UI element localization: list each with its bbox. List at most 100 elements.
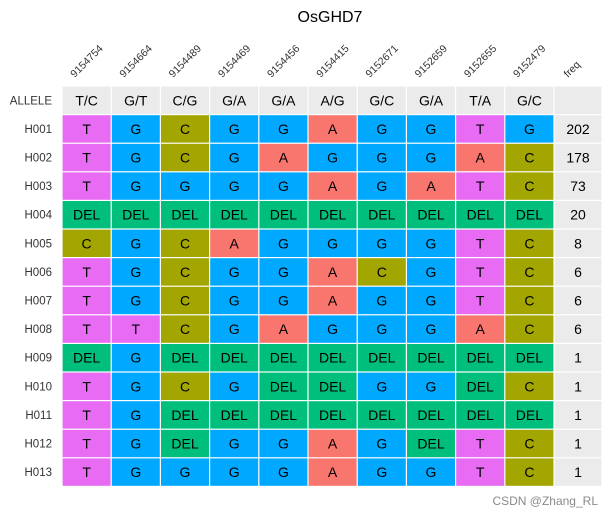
allele-header-text: A/G — [321, 92, 345, 108]
genotype-cell — [111, 115, 160, 143]
genotype-text: G — [130, 378, 141, 394]
genotype-cell — [259, 458, 308, 486]
allele-header-cell — [407, 86, 455, 114]
genotype-cell — [308, 258, 357, 286]
genotype-cell — [111, 372, 160, 400]
allele-header-cell — [111, 86, 160, 114]
genotype-text: DEL — [319, 350, 346, 366]
genotype-text: DEL — [221, 207, 248, 223]
genotype-text: DEL — [417, 436, 444, 452]
genotype-cell — [456, 401, 505, 429]
haplotype-label: H005 — [25, 238, 53, 250]
position-label: 9152655 — [462, 43, 500, 81]
genotype-text: G — [327, 321, 338, 337]
genotype-text: C — [524, 378, 534, 394]
genotype-text: A — [328, 121, 338, 137]
genotype-cell — [357, 115, 406, 143]
genotype-text: G — [130, 407, 141, 423]
allele-header-cell — [308, 86, 357, 114]
genotype-text: T — [82, 321, 91, 337]
freq-cell — [554, 401, 602, 429]
genotype-text: G — [229, 264, 240, 280]
genotype-cell — [407, 372, 455, 400]
genotype-cell — [259, 429, 308, 458]
genotype-cell — [259, 172, 308, 200]
genotype-text: A — [328, 464, 338, 480]
genotype-cell — [456, 372, 505, 400]
genotype-text: DEL — [467, 378, 494, 394]
genotype-cell — [308, 458, 357, 486]
genotype-text: T — [82, 121, 91, 137]
genotype-text: C — [180, 293, 190, 309]
genotype-cell — [111, 429, 160, 458]
genotype-cell — [505, 429, 554, 458]
genotype-cell — [505, 143, 554, 172]
genotype-text: DEL — [171, 207, 198, 223]
freq-cell — [554, 143, 602, 172]
genotype-cell — [505, 372, 554, 400]
genotype-text: DEL — [368, 207, 395, 223]
genotype-text: G — [426, 235, 437, 251]
genotype-cell — [259, 143, 308, 172]
haplotype-label: H012 — [25, 439, 53, 451]
genotype-text: C — [180, 264, 190, 280]
haplotype-label: H008 — [25, 324, 53, 336]
genotype-cell — [357, 372, 406, 400]
allele-header-cell — [210, 86, 259, 114]
freq-cell — [554, 429, 602, 458]
genotype-cell — [456, 143, 505, 172]
genotype-text: G — [130, 350, 141, 366]
genotype-cell — [62, 201, 111, 229]
genotype-cell — [210, 201, 259, 229]
genotype-text: G — [130, 150, 141, 166]
genotype-cell — [308, 115, 357, 143]
genotype-text: G — [229, 293, 240, 309]
genotype-text: DEL — [319, 207, 346, 223]
genotype-cell — [210, 458, 259, 486]
genotype-text: G — [229, 464, 240, 480]
genotype-cell — [407, 143, 455, 172]
genotype-cell — [161, 172, 209, 200]
haplotype-label: H013 — [25, 467, 53, 479]
freq-cell — [554, 458, 602, 486]
genotype-text: G — [229, 436, 240, 452]
genotype-text: G — [130, 464, 141, 480]
genotype-cell — [259, 401, 308, 429]
genotype-text: T — [82, 178, 91, 194]
position-label: 9154489 — [167, 43, 205, 81]
freq-cell — [554, 201, 602, 229]
genotype-text: DEL — [221, 350, 248, 366]
genotype-cell — [161, 258, 209, 286]
genotype-text: T — [476, 264, 485, 280]
genotype-cell — [505, 115, 554, 143]
genotype-cell — [308, 315, 357, 343]
genotype-cell — [357, 172, 406, 200]
genotype-cell — [210, 344, 259, 372]
freq-value: 178 — [566, 150, 590, 166]
genotype-cell — [210, 143, 259, 172]
allele-header-cell — [357, 86, 406, 114]
genotype-cell — [62, 429, 111, 458]
genotype-text: T — [82, 264, 91, 280]
genotype-text: C — [180, 235, 190, 251]
genotype-cell — [62, 344, 111, 372]
genotype-cell — [357, 286, 406, 315]
freq-cell — [554, 115, 602, 143]
genotype-text: A — [279, 321, 289, 337]
genotype-text: A — [328, 436, 338, 452]
genotype-text: G — [278, 178, 289, 194]
genotype-text: G — [426, 150, 437, 166]
genotype-text: G — [229, 121, 240, 137]
freq-value: 1 — [574, 436, 582, 452]
genotype-cell — [505, 286, 554, 315]
genotype-cell — [407, 172, 455, 200]
genotype-cell — [62, 229, 111, 257]
genotype-cell — [357, 201, 406, 229]
freq-cell — [554, 286, 602, 315]
genotype-cell — [62, 115, 111, 143]
genotype-cell — [308, 201, 357, 229]
genotype-text: DEL — [122, 207, 149, 223]
genotype-text: G — [229, 321, 240, 337]
genotype-text: T — [82, 464, 91, 480]
genotype-text: DEL — [516, 350, 543, 366]
